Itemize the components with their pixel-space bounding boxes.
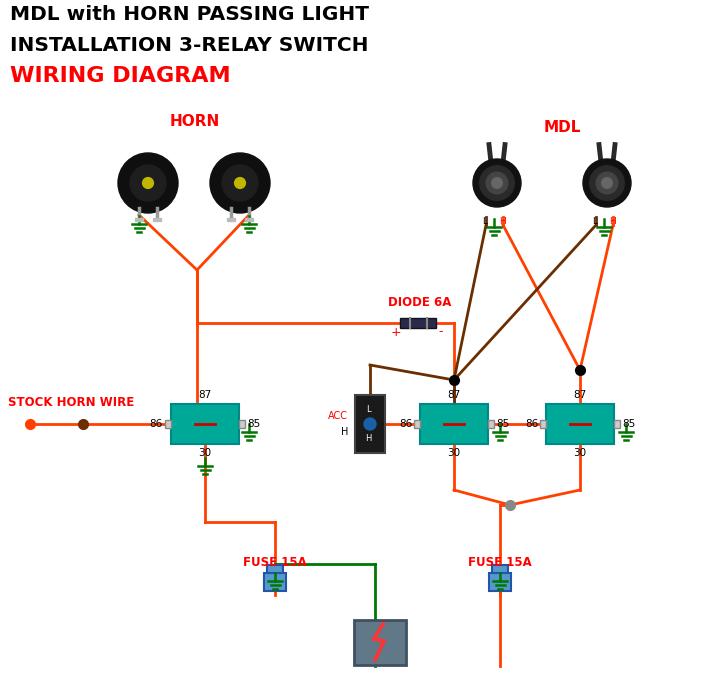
Circle shape bbox=[602, 178, 612, 188]
Text: 85: 85 bbox=[247, 419, 260, 429]
Circle shape bbox=[222, 165, 258, 201]
Circle shape bbox=[130, 165, 166, 201]
Text: STOCK HORN WIRE: STOCK HORN WIRE bbox=[8, 397, 134, 410]
Bar bbox=[245, 217, 253, 220]
Bar bbox=[488, 420, 494, 428]
Circle shape bbox=[473, 159, 521, 207]
Text: H: H bbox=[365, 434, 372, 443]
Text: DIODE 6A: DIODE 6A bbox=[388, 296, 451, 309]
Bar bbox=[171, 404, 239, 444]
Text: 30: 30 bbox=[573, 448, 587, 458]
Bar bbox=[135, 217, 143, 220]
Text: H: H bbox=[608, 217, 616, 226]
Circle shape bbox=[583, 159, 631, 207]
Bar bbox=[165, 420, 171, 428]
Bar bbox=[414, 420, 420, 428]
Text: 86: 86 bbox=[399, 419, 412, 429]
Text: MDL with HORN PASSING LIGHT: MDL with HORN PASSING LIGHT bbox=[10, 5, 369, 24]
Text: INSTALLATION 3-RELAY SWITCH: INSTALLATION 3-RELAY SWITCH bbox=[10, 36, 369, 55]
Text: -: - bbox=[438, 325, 444, 339]
Text: 87: 87 bbox=[447, 390, 461, 400]
Text: L: L bbox=[482, 217, 487, 226]
Bar bbox=[239, 420, 245, 428]
Text: 30: 30 bbox=[199, 448, 212, 458]
Circle shape bbox=[235, 178, 246, 188]
Text: 85: 85 bbox=[496, 419, 509, 429]
Bar bbox=[614, 420, 620, 428]
Text: H: H bbox=[499, 217, 505, 226]
Bar bbox=[400, 318, 436, 328]
Text: 86: 86 bbox=[525, 419, 538, 429]
Bar bbox=[264, 573, 286, 591]
Circle shape bbox=[364, 418, 376, 430]
Text: WIRING DIAGRAM: WIRING DIAGRAM bbox=[10, 66, 230, 86]
Circle shape bbox=[492, 178, 503, 188]
Bar bbox=[354, 620, 406, 664]
Text: 30: 30 bbox=[447, 448, 461, 458]
Bar bbox=[540, 420, 546, 428]
Text: 86: 86 bbox=[150, 419, 163, 429]
Text: ACC: ACC bbox=[328, 411, 348, 421]
Circle shape bbox=[118, 153, 178, 213]
Circle shape bbox=[596, 172, 618, 194]
Text: L: L bbox=[366, 405, 370, 414]
Bar bbox=[546, 404, 614, 444]
Bar bbox=[227, 217, 235, 220]
Circle shape bbox=[486, 172, 508, 194]
Text: 87: 87 bbox=[199, 390, 212, 400]
Text: FUSE 15A: FUSE 15A bbox=[468, 556, 532, 569]
Bar bbox=[492, 565, 508, 573]
Text: HORN: HORN bbox=[170, 114, 220, 130]
Text: 85: 85 bbox=[622, 419, 635, 429]
Text: H: H bbox=[341, 427, 348, 437]
Text: 87: 87 bbox=[573, 390, 587, 400]
Text: FUSE 15A: FUSE 15A bbox=[243, 556, 307, 569]
Circle shape bbox=[590, 166, 624, 200]
Text: L: L bbox=[593, 217, 598, 226]
Text: MDL: MDL bbox=[544, 119, 581, 135]
Bar bbox=[420, 404, 488, 444]
Circle shape bbox=[143, 178, 153, 188]
Bar bbox=[153, 217, 161, 220]
Bar bbox=[355, 395, 385, 453]
Circle shape bbox=[480, 166, 514, 200]
Bar bbox=[267, 565, 283, 573]
Circle shape bbox=[210, 153, 270, 213]
Text: +: + bbox=[391, 325, 401, 339]
Bar bbox=[489, 573, 511, 591]
